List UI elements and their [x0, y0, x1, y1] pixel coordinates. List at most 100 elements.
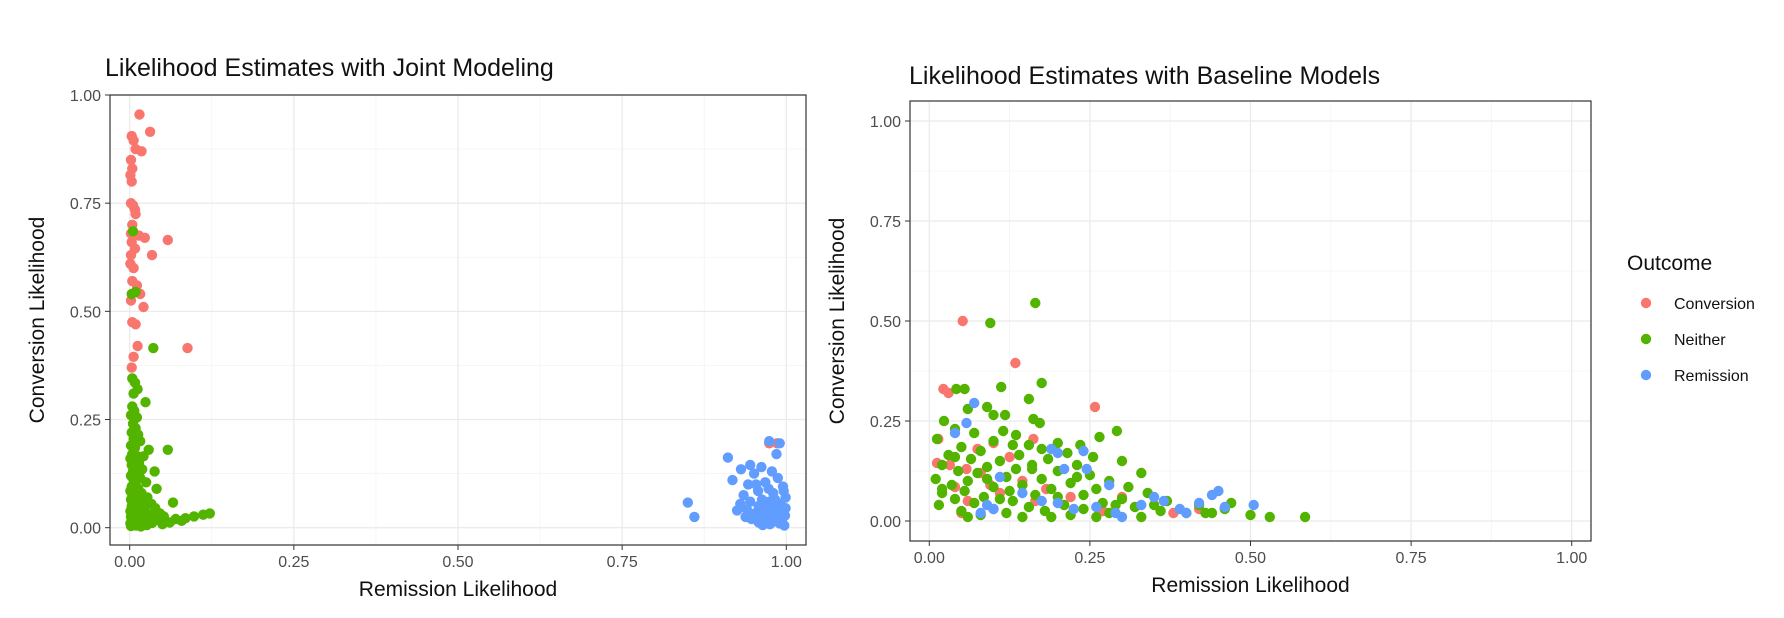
point-remission — [731, 505, 743, 516]
y-tick-label: 0.00 — [70, 521, 101, 538]
point-remission — [1104, 479, 1115, 491]
point-neither — [949, 451, 961, 463]
point-remission — [1248, 499, 1259, 511]
point-neither — [1094, 431, 1105, 443]
point-neither — [1007, 495, 1018, 507]
x-tick-label: 0.75 — [1396, 550, 1427, 567]
point-neither — [1299, 511, 1311, 523]
point-conversion — [130, 208, 141, 220]
point-neither — [1001, 507, 1012, 519]
point-remission — [975, 507, 986, 519]
point-remission — [1136, 499, 1147, 511]
point-neither — [975, 445, 986, 457]
point-neither — [1046, 511, 1057, 523]
point-neither — [936, 483, 948, 495]
point-neither — [981, 461, 993, 473]
point-neither — [996, 381, 1007, 393]
point-neither — [1091, 511, 1102, 523]
x-tick-label: 0.50 — [1235, 550, 1266, 567]
chart-title: Likelihood Estimates with Joint Modeling — [105, 54, 554, 82]
point-neither — [931, 433, 943, 445]
point-neither — [998, 425, 1009, 437]
point-neither — [167, 497, 179, 508]
point-neither — [962, 511, 973, 523]
point-neither — [1062, 447, 1073, 459]
point-conversion — [182, 342, 193, 354]
point-remission — [763, 483, 774, 494]
point-conversion — [957, 315, 968, 327]
x-tick-label: 0.00 — [914, 550, 945, 567]
point-remission — [1017, 487, 1028, 499]
point-neither — [1023, 393, 1035, 405]
point-neither — [985, 317, 996, 329]
y-tick-label: 0.75 — [870, 214, 901, 231]
point-remission — [745, 496, 756, 507]
point-remission — [1091, 501, 1102, 513]
point-neither — [1014, 449, 1025, 461]
point-neither — [969, 427, 980, 439]
point-neither — [1087, 451, 1099, 463]
point-remission — [771, 448, 782, 460]
point-conversion — [146, 249, 158, 261]
point-neither — [949, 493, 961, 505]
point-remission — [738, 490, 749, 501]
point-neither — [965, 453, 977, 465]
point-neither — [1034, 417, 1046, 429]
point-remission — [1036, 495, 1047, 507]
x-tick-label: 0.50 — [442, 554, 473, 571]
point-conversion — [125, 249, 137, 261]
point-neither — [1017, 479, 1028, 491]
point-neither — [1136, 467, 1147, 479]
point-neither — [140, 397, 151, 408]
point-neither — [962, 475, 973, 487]
point-remission — [756, 461, 767, 473]
point-neither — [188, 511, 200, 522]
point-conversion — [162, 234, 173, 246]
data-points — [930, 297, 1311, 523]
point-neither — [126, 288, 137, 300]
point-conversion — [134, 109, 145, 120]
point-neither — [1007, 439, 1018, 451]
point-neither — [981, 473, 993, 485]
point-remission — [779, 520, 790, 531]
y-axis-title: Conversion Likelihood — [26, 217, 49, 424]
point-remission — [750, 479, 762, 490]
point-remission — [1193, 497, 1205, 509]
point-neither — [1078, 503, 1089, 515]
x-axis-title: Remission Likelihood — [359, 578, 557, 601]
point-remission — [969, 397, 980, 409]
point-conversion — [128, 135, 139, 146]
point-neither — [1004, 485, 1015, 497]
point-neither — [1010, 463, 1022, 475]
point-remission — [764, 436, 775, 447]
point-conversion — [1065, 491, 1076, 503]
point-remission — [735, 464, 747, 475]
point-remission — [1078, 445, 1089, 457]
point-neither — [1123, 481, 1134, 493]
point-neither — [1111, 425, 1123, 437]
point-neither — [1030, 297, 1041, 309]
point-neither — [162, 444, 173, 455]
point-conversion — [136, 146, 147, 157]
point-remission — [682, 497, 693, 508]
point-remission — [1158, 495, 1170, 507]
point-neither — [1036, 377, 1047, 389]
y-tick-label: 1.00 — [870, 114, 901, 131]
point-neither — [1017, 511, 1028, 523]
point-conversion — [138, 301, 149, 313]
point-remission — [1081, 463, 1092, 475]
point-neither — [1023, 439, 1035, 451]
point-neither — [994, 455, 1006, 467]
point-neither — [936, 459, 948, 471]
point-remission — [769, 494, 781, 505]
point-neither — [1136, 511, 1147, 523]
point-conversion — [128, 351, 139, 362]
legend-item-remission: Remission — [1640, 368, 1749, 385]
legend: Outcome Conversion Neither Remission — [1627, 252, 1755, 385]
point-remission — [1059, 463, 1070, 475]
point-conversion — [943, 387, 954, 399]
point-neither — [978, 491, 990, 503]
point-remission — [689, 511, 700, 523]
point-neither — [127, 226, 139, 237]
point-remission — [757, 519, 768, 531]
